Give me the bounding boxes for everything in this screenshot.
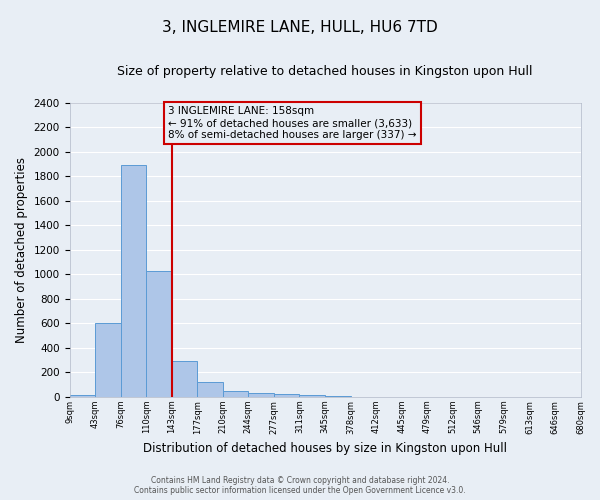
Y-axis label: Number of detached properties: Number of detached properties [15,157,28,343]
Bar [299,395,325,397]
Bar [172,362,197,397]
Bar [197,382,223,397]
Bar [325,396,350,397]
X-axis label: Distribution of detached houses by size in Kingston upon Hull: Distribution of detached houses by size … [143,442,507,455]
Bar [146,270,172,397]
Text: Contains HM Land Registry data © Crown copyright and database right 2024.
Contai: Contains HM Land Registry data © Crown c… [134,476,466,495]
Bar [248,392,274,397]
Bar [274,394,299,397]
Bar [121,166,146,397]
Text: 3, INGLEMIRE LANE, HULL, HU6 7TD: 3, INGLEMIRE LANE, HULL, HU6 7TD [162,20,438,35]
Title: Size of property relative to detached houses in Kingston upon Hull: Size of property relative to detached ho… [117,65,533,78]
Text: 3 INGLEMIRE LANE: 158sqm
← 91% of detached houses are smaller (3,633)
8% of semi: 3 INGLEMIRE LANE: 158sqm ← 91% of detach… [168,106,416,140]
Bar [70,395,95,397]
Bar [95,324,121,397]
Bar [223,391,248,397]
